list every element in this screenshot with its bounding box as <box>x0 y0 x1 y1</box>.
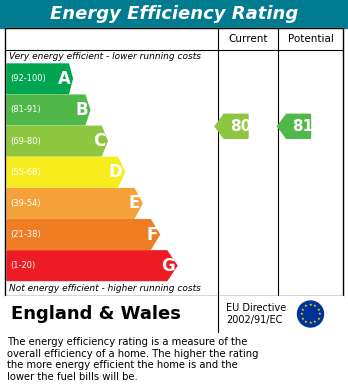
Text: ★: ★ <box>304 304 308 308</box>
Polygon shape <box>7 126 107 156</box>
Polygon shape <box>7 95 90 125</box>
Polygon shape <box>277 114 310 138</box>
Polygon shape <box>7 251 177 280</box>
Polygon shape <box>7 64 72 93</box>
Polygon shape <box>7 158 125 187</box>
Text: (92-100): (92-100) <box>10 74 46 83</box>
Text: Energy Efficiency Rating: Energy Efficiency Rating <box>50 5 298 23</box>
Text: ★: ★ <box>301 316 304 321</box>
Bar <box>5 28 343 296</box>
Text: (55-68): (55-68) <box>10 168 41 177</box>
Polygon shape <box>7 220 159 249</box>
Text: ★: ★ <box>313 320 317 324</box>
Text: (1-20): (1-20) <box>10 261 35 270</box>
Text: Current: Current <box>228 34 268 44</box>
Text: Not energy efficient - higher running costs: Not energy efficient - higher running co… <box>9 284 201 293</box>
Text: 80: 80 <box>230 119 251 134</box>
Circle shape <box>298 301 324 327</box>
Text: ★: ★ <box>309 321 313 325</box>
Text: England & Wales: England & Wales <box>11 305 181 323</box>
Text: D: D <box>109 163 122 181</box>
Text: (39-54): (39-54) <box>10 199 41 208</box>
Text: (69-80): (69-80) <box>10 136 41 145</box>
Text: Potential: Potential <box>287 34 333 44</box>
Text: ★: ★ <box>300 312 303 316</box>
Text: ★: ★ <box>301 307 304 312</box>
Text: E: E <box>129 194 140 212</box>
Text: B: B <box>75 101 88 119</box>
Text: ★: ★ <box>316 316 320 321</box>
Bar <box>0 0 348 28</box>
Text: ★: ★ <box>304 320 308 324</box>
Bar <box>5 296 343 332</box>
Text: ★: ★ <box>309 303 313 307</box>
Text: ★: ★ <box>313 304 317 308</box>
Text: EU Directive
2002/91/EC: EU Directive 2002/91/EC <box>226 303 286 325</box>
Text: Very energy efficient - lower running costs: Very energy efficient - lower running co… <box>9 52 201 61</box>
Text: ★: ★ <box>316 307 320 312</box>
Text: A: A <box>57 70 70 88</box>
Text: F: F <box>146 226 158 244</box>
Text: G: G <box>161 256 175 275</box>
Polygon shape <box>215 114 248 138</box>
Text: ★: ★ <box>318 312 321 316</box>
Text: 81: 81 <box>292 119 314 134</box>
Bar <box>5 28 343 50</box>
Polygon shape <box>7 188 142 218</box>
Text: C: C <box>93 132 105 150</box>
Text: The energy efficiency rating is a measure of the
overall efficiency of a home. T: The energy efficiency rating is a measur… <box>7 337 259 382</box>
Text: (81-91): (81-91) <box>10 106 41 115</box>
Text: (21-38): (21-38) <box>10 230 41 239</box>
